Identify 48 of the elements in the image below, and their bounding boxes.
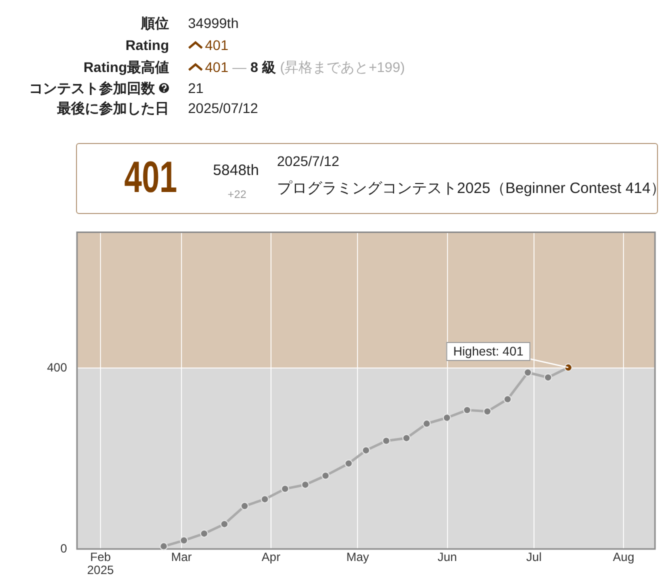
- text: (昇格まであと+199): [280, 58, 405, 77]
- text: +22: [228, 188, 246, 202]
- point: [544, 373, 552, 382]
- point: [483, 407, 492, 416]
- point: [321, 472, 330, 480]
- text: 最後に参加した日: [57, 99, 169, 118]
- point: [382, 436, 390, 445]
- point: [442, 414, 452, 422]
- point: [260, 495, 269, 504]
- x-tick-label: May: [346, 550, 370, 564]
- x-tick-label: Jul: [526, 550, 542, 564]
- annotation: Highest: 401: [453, 344, 524, 358]
- x-tick-label: Aug: [612, 550, 634, 564]
- point: [301, 480, 310, 489]
- y-tick-label: 0: [60, 541, 68, 556]
- point: [220, 520, 228, 528]
- point: [362, 446, 370, 454]
- x-tick-label: Apr: [262, 550, 280, 564]
- point: [504, 395, 512, 404]
- text: 21: [188, 79, 204, 98]
- text: 5848th: [213, 161, 259, 181]
- point: [422, 420, 431, 428]
- point: [402, 434, 411, 442]
- x-tick-label: Jun: [438, 550, 457, 564]
- x-tick-label: Feb 2025: [87, 550, 114, 575]
- text: 順位: [141, 14, 169, 33]
- text: Rating: [125, 36, 169, 55]
- point: [280, 484, 290, 493]
- text: 8 級: [250, 58, 276, 77]
- x-tick-label: Mar: [171, 550, 192, 564]
- text: 401: [205, 36, 228, 55]
- text: 2025/07/12: [188, 99, 258, 118]
- point: [344, 459, 353, 468]
- point: [524, 368, 532, 377]
- point: [240, 502, 249, 510]
- text: 401: [205, 58, 228, 77]
- point: [180, 536, 188, 544]
- point: [463, 406, 472, 414]
- text: 401: [124, 153, 178, 202]
- text: 2025/7/12: [277, 152, 340, 171]
- text: プログラミングコンテスト2025（Beginner Contest 414）: [277, 179, 665, 199]
- point: [200, 530, 208, 538]
- point: [160, 542, 168, 550]
- text: コンテスト参加回数: [29, 79, 155, 98]
- text: ―: [232, 58, 246, 77]
- y-tick-label: 400: [46, 360, 68, 374]
- text: 34999th: [188, 14, 239, 33]
- text: Rating最高値: [83, 58, 169, 77]
